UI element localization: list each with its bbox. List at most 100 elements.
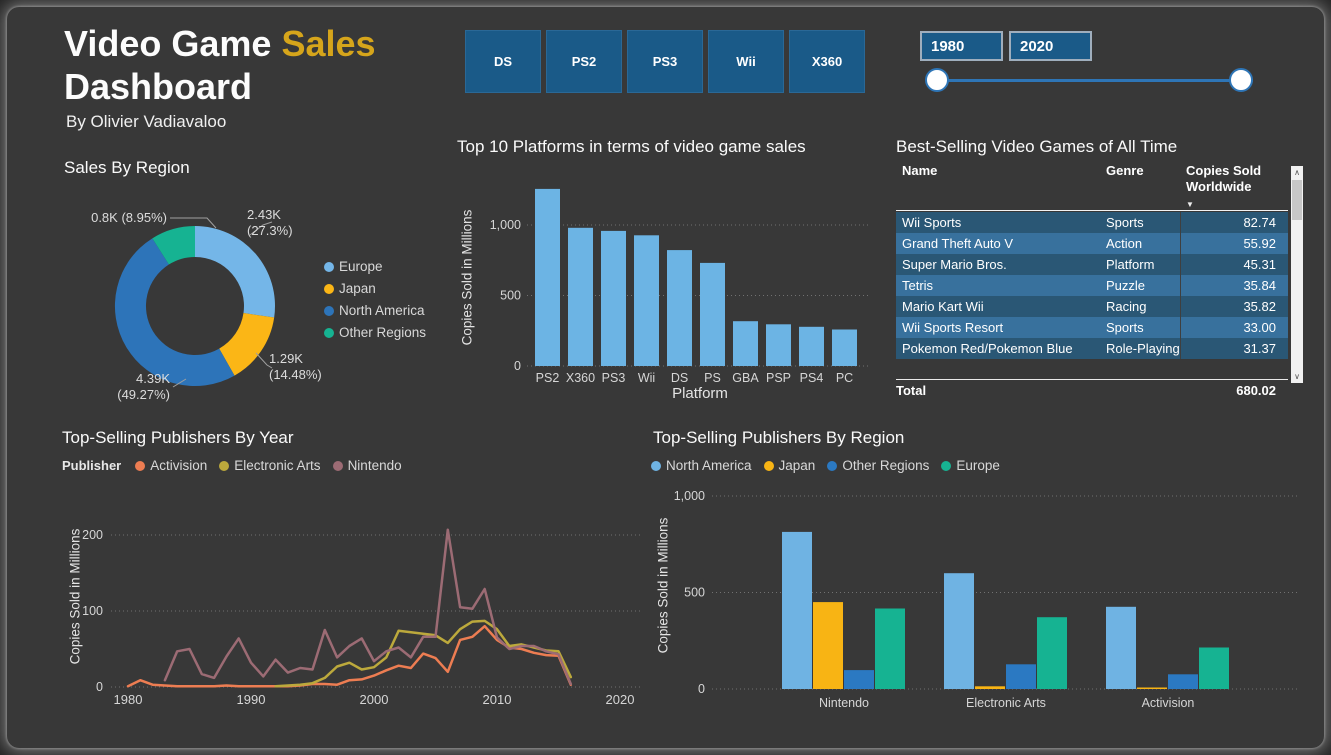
table-row-pokemon-red-pokemon-blue[interactable]: Pokemon Red/Pokemon Blue Role-Playing 31.3… [896,338,1288,359]
column-header-copies[interactable]: Copies Sold Worldwide ▼ [1180,163,1288,213]
page-title-highlight: Sales [281,23,376,64]
bar-x360[interactable] [568,227,593,366]
platform-button-ps3[interactable]: PS3 [627,30,703,93]
bar-electronic-arts-other-regions[interactable] [1006,664,1036,689]
platform-button-ps2[interactable]: PS2 [546,30,622,93]
bar-nintendo-europe[interactable] [875,608,905,690]
bar-ps[interactable] [700,262,725,366]
legend-dot-icon [324,327,334,338]
axis-tick-label: Nintendo [819,696,869,710]
total-value: 680.02 [1236,383,1276,398]
table-row-wii-sports[interactable]: Wii Sports Sports 82.74 [896,212,1288,233]
top-platforms-bar-chart: 0 500 1,000 PS2 X360 PS3 Wii DS PS GBA PSP PS4 PC [490,188,869,385]
bar-pc[interactable] [832,329,857,367]
label-leader-line [255,352,273,369]
bar-activision-europe[interactable] [1199,647,1229,690]
axis-tick-label: 0 [96,680,103,694]
bar-gba[interactable] [733,321,758,366]
table-row-grand-theft-auto-v[interactable]: Grand Theft Auto V Action 55.92 [896,233,1288,254]
donut-slice-other-regions[interactable] [152,226,195,265]
platform-button-x360[interactable]: X360 [789,30,865,93]
column-header-genre[interactable]: Genre [1106,163,1144,178]
table-row-super-mario-bros-[interactable]: Super Mario Bros. Platform 45.31 [896,254,1288,275]
axis-tick-label: Wii [638,371,655,385]
line-chart-title: Top-Selling Publishers By Year [62,428,294,447]
table-row-tetris[interactable]: Tetris Puzzle 35.84 [896,275,1288,296]
bar-nintendo-north-america[interactable] [782,531,812,689]
bar-wii[interactable] [634,235,659,366]
line-series-electronic-arts[interactable] [274,619,573,688]
axis-tick-label: 1,000 [674,489,705,503]
bar-nintendo-japan[interactable] [813,602,843,689]
axis-tick-label: Activision [1142,696,1195,710]
legend-item-nintendo[interactable]: Nintendo [332,458,402,473]
label-leader-line [170,217,217,229]
legend-item-electronic-arts[interactable]: Electronic Arts [219,458,321,473]
publishers-by-region-bar-chart: 0 500 1,000 Nintendo Electronic Arts Activisi… [674,489,1300,710]
bar-ps2[interactable] [535,188,560,366]
line-series-nintendo[interactable] [163,528,573,686]
bar-activision-other-regions[interactable] [1168,674,1198,689]
bar-electronic-arts-north-america[interactable] [944,573,974,689]
donut-slice-europe[interactable] [195,226,276,318]
bar-electronic-arts-europe[interactable] [1037,617,1067,689]
year-slider-track[interactable] [933,79,1253,82]
axis-tick-label: GBA [732,371,759,385]
bar-ps3[interactable] [601,230,626,366]
table-title: Best-Selling Video Games of All Time [896,137,1178,156]
axis-tick-label: 2000 [360,692,389,707]
legend-dot-icon [324,305,334,316]
legend-item-europe[interactable]: Europe [941,458,1000,473]
axis-tick-label: 200 [82,528,103,542]
axis-tick-label: PS4 [800,371,824,385]
bar-electronic-arts-japan[interactable] [975,686,1005,689]
legend-item-japan[interactable]: Japan [763,458,815,473]
donut-slice-japan[interactable] [219,313,275,376]
legend-item-activision[interactable]: Activision [135,458,207,473]
donut-label-japan: 1.29K (14.48%) [269,351,322,382]
year-slider-handle-start[interactable] [925,68,949,92]
legend-item-other-regions[interactable]: Other Regions [324,325,426,340]
sort-descending-icon: ▼ [1186,200,1194,209]
table-scrollbar[interactable]: ∧ ∨ [1291,166,1303,383]
legend-item-other-regions[interactable]: Other Regions [827,458,929,473]
table-row-mario-kart-wii[interactable]: Mario Kart Wii Racing 35.82 [896,296,1288,317]
axis-tick-label: 500 [684,586,705,600]
platform-button-ds[interactable]: DS [465,30,541,93]
page-subtitle: By Olivier Vadiavaloo [66,112,227,131]
legend-item-north-america[interactable]: North America [651,458,752,473]
legend-dot-icon [324,283,334,294]
table-row-wii-sports-resort[interactable]: Wii Sports Resort Sports 33.00 [896,317,1288,338]
scroll-down-icon[interactable]: ∨ [1294,372,1300,381]
bar-psp[interactable] [766,324,791,366]
platforms-chart-title: Top 10 Platforms in terms of video game … [457,137,806,156]
axis-tick-label: 2020 [606,692,635,707]
donut-slice-north-america[interactable] [114,238,235,387]
year-end-input[interactable] [1009,31,1092,61]
bar-activision-north-america[interactable] [1106,606,1136,689]
bar-ps4[interactable] [799,326,824,366]
year-slider-handle-end[interactable] [1229,68,1253,92]
bar-nintendo-other-regions[interactable] [844,670,874,689]
bar-ds[interactable] [667,250,692,366]
year-start-input[interactable] [920,31,1003,61]
axis-tick-label: 1990 [237,692,266,707]
scrollbar-thumb[interactable] [1292,180,1302,220]
page-title: Video Game Sales Dashboard [64,23,376,107]
line-series-activision[interactable] [126,624,573,688]
legend-item-north-america[interactable]: North America [324,303,426,318]
axis-tick-label: PS [704,371,721,385]
legend-dot-icon [651,460,661,471]
column-header-name[interactable]: Name [902,163,938,178]
platforms-x-axis-title: Platform [672,385,728,402]
scroll-up-icon[interactable]: ∧ [1294,168,1300,177]
bar-activision-japan[interactable] [1137,687,1167,690]
platform-button-wii[interactable]: Wii [708,30,784,93]
legend-item-europe[interactable]: Europe [324,259,426,274]
axis-tick-label: X360 [566,371,595,385]
axis-tick-label: PS3 [602,371,626,385]
legend-item-japan[interactable]: Japan [324,281,426,296]
table-header-divider [896,210,1288,211]
